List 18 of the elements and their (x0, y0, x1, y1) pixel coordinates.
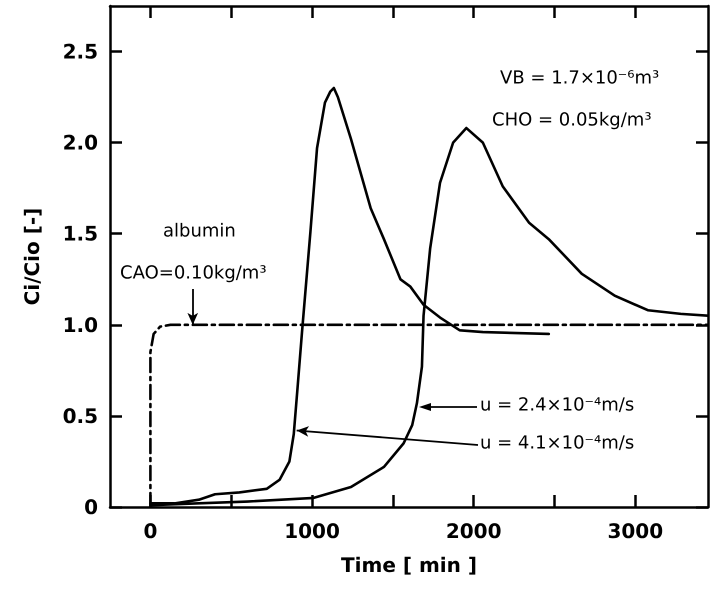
x-tick-label: 3000 (607, 519, 664, 543)
y-tick-label: 1.5 (62, 222, 98, 246)
annotation: CHO = 0.05kg/m³ (492, 110, 652, 130)
x-axis-title: Time [ min ] (340, 553, 478, 577)
y-tick-label: 0.5 (62, 404, 98, 428)
x-tick-label: 2000 (446, 519, 502, 543)
annotation: albumin (163, 220, 236, 242)
annotation: u = 2.4×10⁻⁴m/s (480, 394, 634, 416)
y-tick-label: 1.0 (62, 312, 98, 337)
annotation: u = 4.1×10⁻⁴m/s (480, 432, 634, 454)
x-tick-label: 1000 (284, 519, 340, 543)
y-tick-label: 2.0 (62, 130, 98, 155)
annotation: CAO=0.10kg/m³ (120, 262, 267, 284)
y-tick-label: 0 (84, 495, 98, 519)
annotation: VB = 1.7×10⁻⁶m³ (500, 68, 660, 88)
y-axis-title: Ci/Cio [-] (20, 208, 44, 306)
y-tick-label: 2.5 (62, 40, 98, 64)
x-tick-label: 0 (143, 519, 158, 543)
